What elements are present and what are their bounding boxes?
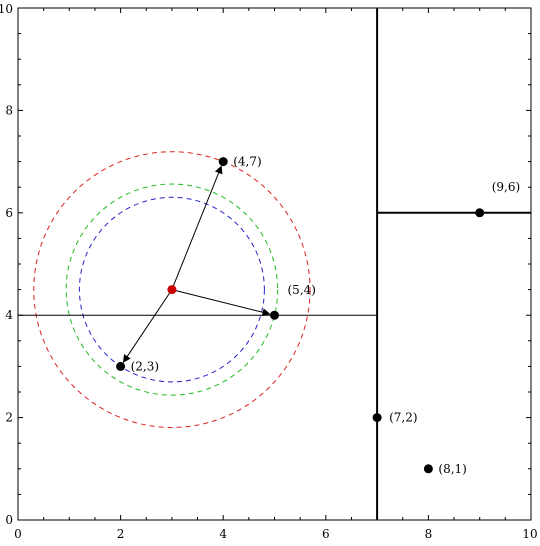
x-tick-label-4: 8 <box>425 527 433 541</box>
y-tick-label-0: 0 <box>5 513 13 527</box>
neighbor-arrow-0 <box>171 165 223 290</box>
search-circle-2 <box>78 196 265 383</box>
data-point-3 <box>218 157 228 167</box>
search-circle-0 <box>33 151 311 428</box>
neighbor-arrow-1 <box>171 289 271 317</box>
x-tick-label-1: 2 <box>117 527 125 541</box>
x-tick-label-3: 6 <box>322 527 330 541</box>
y-tick-label-1: 2 <box>5 411 13 425</box>
point-label-0: (2,3) <box>131 359 159 373</box>
x-tick-label-5: 10 <box>522 527 537 541</box>
query-point <box>167 285 177 295</box>
point-label-1: (5,4) <box>288 283 316 297</box>
point-label-2: (9,6) <box>492 180 520 194</box>
search-circle-1 <box>65 183 279 396</box>
data-point-1 <box>270 310 279 320</box>
point-label-5: (7,2) <box>389 411 417 425</box>
point-label-4: (8,1) <box>438 462 466 476</box>
y-tick-label-5: 10 <box>0 2 13 16</box>
x-tick-label-0: 0 <box>14 527 22 541</box>
y-tick-label-3: 6 <box>5 206 13 220</box>
data-point-0 <box>116 361 126 371</box>
data-point-4 <box>423 464 433 474</box>
point-label-3: (4,7) <box>233 155 261 169</box>
y-tick-label-2: 4 <box>5 308 13 322</box>
x-tick-label-2: 4 <box>219 527 227 541</box>
data-point-5 <box>372 413 382 423</box>
data-point-2 <box>475 208 485 218</box>
plot-frame <box>17 7 532 521</box>
y-tick-label-4: 8 <box>5 103 13 117</box>
neighbor-arrow-2 <box>122 289 173 363</box>
